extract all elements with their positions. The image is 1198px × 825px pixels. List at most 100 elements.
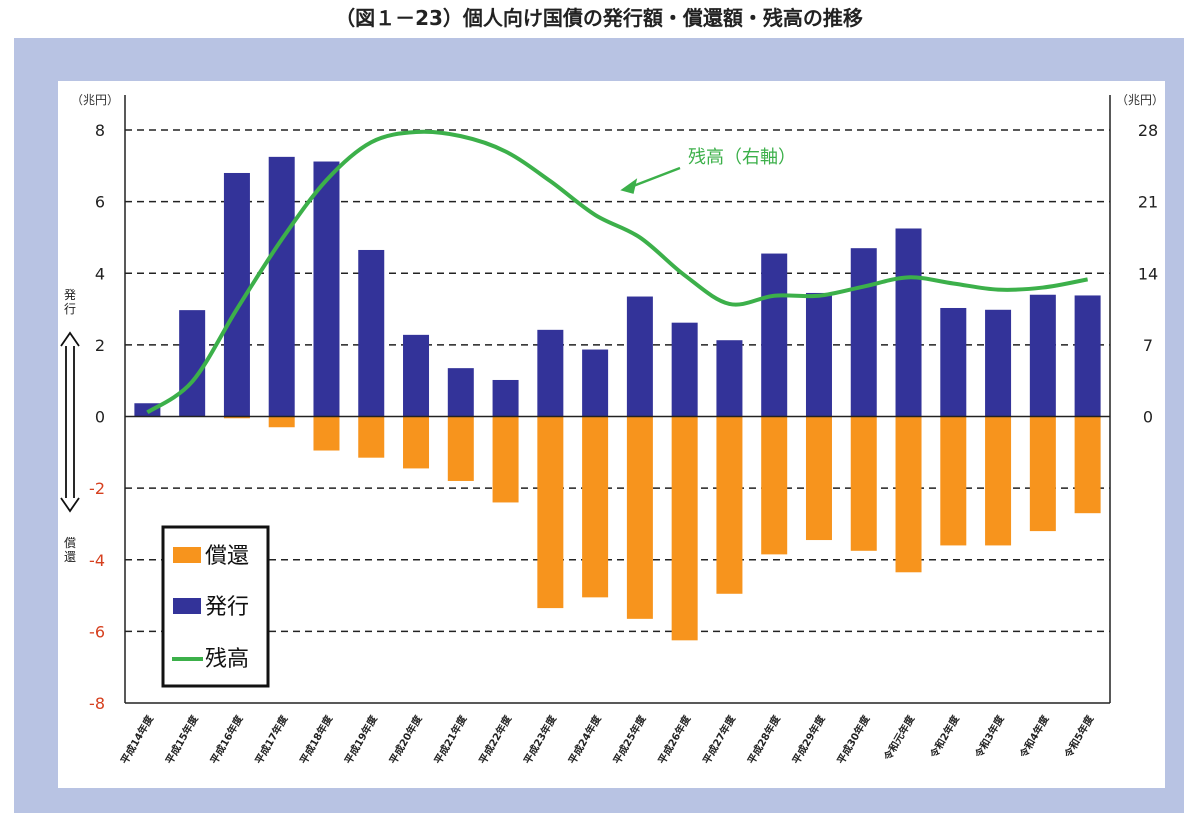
legend-label-issue: 発行	[205, 595, 249, 620]
redemption-bar	[761, 416, 788, 555]
issue-bar	[492, 379, 519, 417]
balance-line-group	[146, 129, 1088, 415]
redemption-bar	[671, 416, 698, 641]
axes	[124, 95, 1111, 704]
issue-bar	[1029, 294, 1056, 417]
category-label: 平成21年度	[431, 712, 470, 766]
annotation-arrow-head	[620, 178, 638, 194]
redemption-bar	[805, 416, 832, 541]
category-label: 平成24年度	[565, 712, 604, 766]
bars	[134, 156, 1101, 641]
issue-bar	[671, 322, 698, 417]
issue-bar	[940, 307, 967, 417]
redemption-bar	[1074, 416, 1101, 514]
redemption-bar	[716, 416, 743, 594]
category-label: 平成17年度	[252, 712, 291, 766]
left-tick-label: -6	[89, 622, 105, 641]
issue-bar	[1074, 295, 1101, 417]
redemption-side-label-char: 償	[64, 536, 76, 550]
redemption-bar	[268, 416, 295, 428]
category-label: 平成29年度	[789, 712, 828, 766]
category-label: 平成15年度	[163, 712, 202, 766]
double-arrow-shaft	[65, 346, 75, 498]
category-label: 令和5年度	[1061, 712, 1097, 761]
left-unit-label: （兆円）	[71, 93, 119, 107]
left-tick-label: 8	[95, 121, 105, 140]
issue-bar	[447, 368, 474, 417]
category-label: 平成26年度	[655, 712, 694, 766]
figure-title: （図１－23）個人向け国債の発行額・償還額・残高の推移	[335, 6, 863, 30]
redemption-bar	[985, 416, 1012, 546]
left-tick-label: -2	[89, 479, 105, 498]
right-tick-label: 14	[1138, 264, 1158, 283]
issue-bar	[850, 248, 877, 417]
issue-bar	[358, 249, 385, 417]
category-label: 令和4年度	[1016, 712, 1052, 761]
left-tick-label: 2	[95, 336, 105, 355]
legend-label-balance: 残高	[205, 647, 249, 672]
category-label: 平成19年度	[342, 712, 381, 766]
double-arrow-head-up	[60, 331, 80, 347]
redemption-bar	[537, 416, 564, 609]
category-label: 平成20年度	[386, 712, 425, 766]
grid	[125, 129, 1110, 633]
issue-bar	[582, 349, 609, 417]
issue-bar	[268, 156, 295, 417]
category-label: 平成25年度	[610, 712, 649, 766]
category-label: 平成30年度	[834, 712, 873, 766]
issue-side-label-char: 行	[64, 302, 76, 316]
redemption-bar	[850, 416, 877, 551]
redemption-bar	[223, 416, 250, 419]
issue-bar	[179, 310, 206, 417]
issue-bar	[895, 228, 922, 417]
redemption-bar	[403, 416, 430, 469]
issue-bar	[985, 309, 1012, 417]
redemption-bar	[1029, 416, 1056, 532]
right-tick-label: 28	[1138, 121, 1158, 140]
balance-annotation: 残高（右軸）	[688, 147, 796, 168]
legend-label-redemption: 償還	[205, 544, 249, 569]
legend-swatch-redemption	[173, 547, 201, 563]
category-label: 平成27年度	[700, 712, 739, 766]
issue-side-label-char: 発	[64, 288, 76, 302]
left-tick-label: -8	[89, 694, 105, 713]
category-label: 令和3年度	[971, 712, 1007, 761]
issue-bar	[313, 161, 340, 417]
category-label: 平成23年度	[521, 712, 560, 766]
redemption-bar	[447, 416, 474, 481]
left-tick-label: 4	[95, 264, 105, 283]
redemption-bar	[940, 416, 967, 546]
annotation-arrow-shaft	[627, 166, 681, 190]
category-label: 令和元年度	[880, 712, 917, 764]
legend-swatch-issue	[173, 598, 201, 614]
redemption-bar	[492, 416, 519, 503]
category-label: 平成14年度	[118, 712, 157, 766]
category-label: 平成28年度	[745, 712, 784, 766]
left-tick-label: -4	[89, 551, 105, 570]
redemption-side-label-char: 還	[64, 550, 76, 564]
right-tick-label: 7	[1143, 336, 1153, 355]
right-unit-label: （兆円）	[1116, 93, 1164, 107]
issue-bar	[716, 340, 743, 417]
category-label: 平成16年度	[207, 712, 246, 766]
redemption-bar	[626, 416, 653, 619]
right-tick-label: 21	[1138, 193, 1158, 212]
issue-bar	[761, 253, 788, 417]
redemption-bar	[895, 416, 922, 573]
issue-bar	[403, 334, 430, 417]
redemption-bar	[358, 416, 385, 458]
issue-bar	[805, 292, 832, 417]
category-label: 平成22年度	[476, 712, 515, 766]
double-arrow-head-down	[60, 497, 80, 513]
redemption-bar	[582, 416, 609, 598]
redemption-bar	[313, 416, 340, 451]
issue-side-label: 発行	[64, 288, 76, 316]
issue-bar	[626, 296, 653, 417]
issue-bar	[537, 329, 564, 417]
double-arrow	[60, 331, 80, 513]
redemption-side-label: 償還	[64, 536, 76, 564]
balance-line	[146, 129, 1088, 415]
category-label: 平成18年度	[297, 712, 336, 766]
